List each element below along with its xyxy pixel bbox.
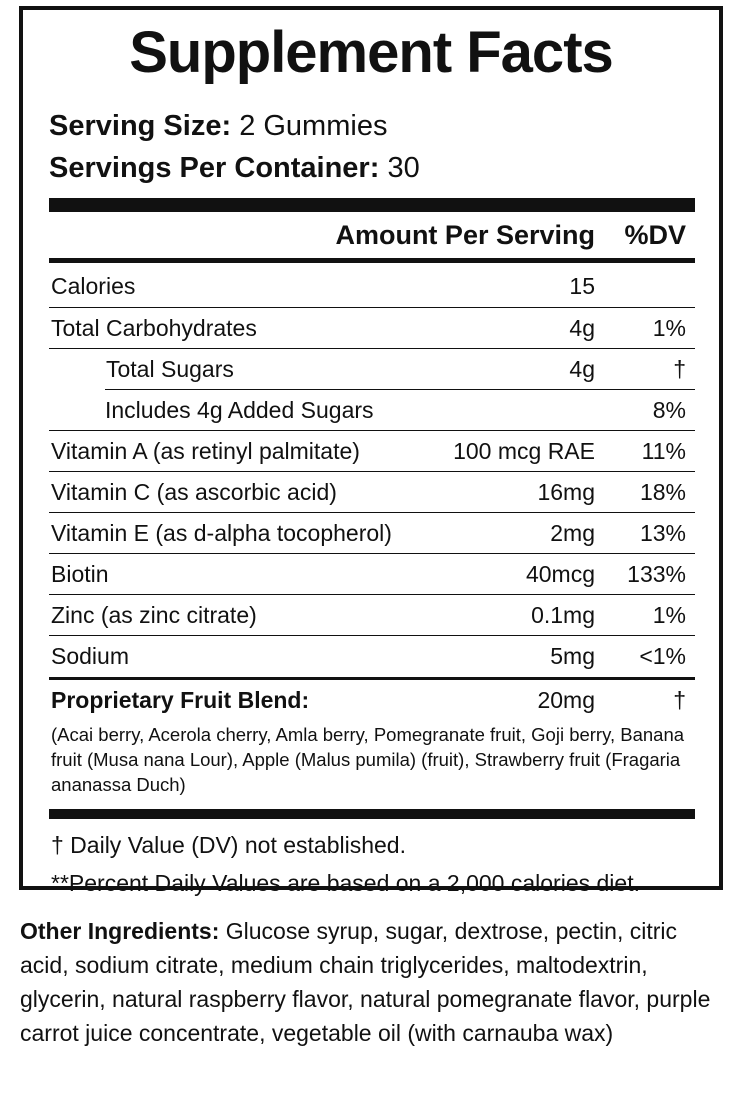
divider-thick-top [49, 198, 695, 212]
nutrient-dv: 1% [652, 602, 686, 628]
header-percent-dv: %DV [624, 220, 686, 250]
nutrient-row-proprietary-blend: Proprietary Fruit Blend: 20mg † [49, 677, 695, 720]
divider-header [49, 258, 695, 263]
blend-description: (Acai berry, Acerola cherry, Amla berry,… [51, 724, 685, 795]
nutrient-row-vitamin-c: Vitamin C (as ascorbic acid) 16mg 18% [49, 471, 695, 512]
nutrient-amount: 5mg [550, 643, 595, 669]
nutrient-amount: 4g [569, 356, 595, 382]
nutrient-row-zinc: Zinc (as zinc citrate) 0.1mg 1% [49, 594, 695, 635]
serving-size-label: Serving Size: [49, 110, 232, 142]
nutrient-dv: 18% [639, 479, 686, 505]
nutrient-amount: 16mg [537, 479, 595, 505]
nutrient-amount: 0.1mg [531, 602, 595, 628]
nutrient-row-total-sugars: Total Sugars 4g † [49, 348, 695, 389]
nutrient-name: Includes 4g Added Sugars [105, 397, 374, 423]
panel-title: Supplement Facts [129, 20, 614, 85]
nutrient-dv: 133% [627, 561, 686, 587]
nutrient-row-added-sugars: Includes 4g Added Sugars 8% [105, 389, 695, 430]
nutrient-dv: † [673, 687, 686, 713]
nutrient-amount: 4g [569, 315, 595, 341]
nutrient-dv: 13% [639, 520, 686, 546]
footnote-percent: **Percent Daily Values are based on a 2,… [51, 870, 640, 896]
nutrient-name: Vitamin A (as retinyl palmitate) [51, 438, 360, 464]
nutrient-amount: 15 [569, 273, 595, 299]
serving-size-value: 2 Gummies [239, 110, 388, 142]
nutrient-name: Total Carbohydrates [51, 315, 257, 341]
serving-size: Serving Size: 2 Gummies [49, 108, 387, 144]
nutrient-name: Zinc (as zinc citrate) [51, 602, 257, 628]
header-amount-per-serving: Amount Per Serving [335, 220, 595, 250]
footnote-dv: † Daily Value (DV) not established. [51, 832, 406, 858]
nutrient-dv: 8% [652, 397, 686, 423]
nutrient-row-sodium: Sodium 5mg <1% [49, 635, 695, 676]
servings-per-container-value: 30 [387, 152, 420, 184]
nutrient-name: Calories [51, 273, 136, 299]
nutrient-row-calories: Calories 15 [49, 266, 695, 306]
nutrient-amount: 20mg [537, 687, 595, 713]
nutrient-dv: 1% [652, 315, 686, 341]
nutrient-row-vitamin-e: Vitamin E (as d-alpha tocopherol) 2mg 13… [49, 512, 695, 553]
other-ingredients-text: Glucose syrup, sugar, dextrose, pectin, … [20, 918, 711, 1046]
other-ingredients: Other Ingredients: Glucose syrup, sugar,… [20, 914, 728, 1050]
nutrient-amount: 100 mcg RAE [453, 438, 595, 464]
nutrient-dv: † [673, 356, 686, 382]
nutrient-name: Vitamin E (as d-alpha tocopherol) [51, 520, 392, 546]
supplement-facts-panel: Supplement Facts Serving Size: 2 Gummies… [19, 6, 723, 896]
nutrient-name: Vitamin C (as ascorbic acid) [51, 479, 337, 505]
servings-per-container: Servings Per Container: 30 [49, 150, 420, 186]
nutrient-name: Total Sugars [106, 356, 234, 382]
nutrient-amount: 40mcg [525, 561, 595, 587]
nutrient-name: Sodium [51, 643, 129, 669]
nutrient-name: Proprietary Fruit Blend: [51, 687, 310, 713]
nutrient-name: Biotin [51, 561, 109, 587]
other-ingredients-label: Other Ingredients: [20, 918, 220, 944]
nutrient-dv: <1% [639, 643, 686, 669]
nutrient-row-total-carbohydrates: Total Carbohydrates 4g 1% [49, 307, 695, 348]
nutrient-dv: 11% [641, 438, 686, 464]
nutrient-row-vitamin-a: Vitamin A (as retinyl palmitate) 100 mcg… [49, 430, 695, 471]
nutrient-amount: 2mg [550, 520, 595, 546]
nutrient-row-biotin: Biotin 40mcg 133% [49, 553, 695, 594]
divider-thick-bottom [49, 809, 695, 819]
servings-per-container-label: Servings Per Container: [49, 152, 380, 184]
